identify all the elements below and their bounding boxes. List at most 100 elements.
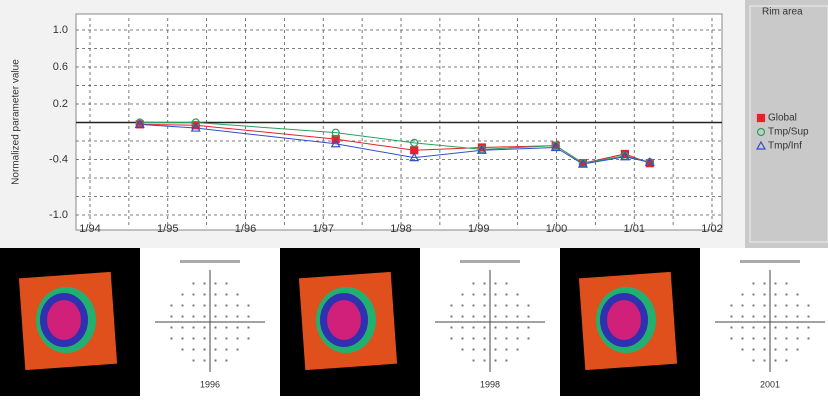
retina-cup <box>47 300 81 340</box>
field-dot <box>764 360 766 362</box>
field-dot <box>764 349 766 351</box>
field-dot <box>204 349 206 351</box>
field-dot <box>484 316 486 318</box>
field-dot <box>506 305 508 307</box>
field-dot <box>193 316 195 318</box>
field-dot <box>215 338 217 340</box>
field-dot <box>775 360 777 362</box>
x-tick-label: 1/02 <box>701 223 722 235</box>
y-tick-label: 0.2 <box>53 98 68 110</box>
field-dot <box>775 305 777 307</box>
field-dot <box>753 283 755 285</box>
field-dot <box>775 316 777 318</box>
retina-cup <box>327 300 361 340</box>
field-dot <box>797 294 799 296</box>
legend-title: Rim area <box>762 7 803 18</box>
field-dot <box>248 327 250 329</box>
field-dot <box>204 283 206 285</box>
field-dot <box>786 360 788 362</box>
field-dot <box>753 316 755 318</box>
field-dot <box>731 327 733 329</box>
y-tick-label: -1.0 <box>49 209 68 221</box>
field-dot <box>193 283 195 285</box>
field-dot <box>753 349 755 351</box>
field-dot <box>731 305 733 307</box>
x-tick-label: 1/97 <box>313 223 334 235</box>
y-tick-label: 0.6 <box>53 61 68 73</box>
field-dot <box>775 283 777 285</box>
field-dot <box>808 305 810 307</box>
field-dot <box>484 360 486 362</box>
field-dot <box>506 316 508 318</box>
field-dot <box>495 360 497 362</box>
field-dot <box>495 305 497 307</box>
x-tick-label: 1/01 <box>624 223 645 235</box>
field-dot <box>182 294 184 296</box>
field-dot <box>462 349 464 351</box>
field-dot <box>193 338 195 340</box>
field-dot <box>506 283 508 285</box>
field-dot <box>226 316 228 318</box>
field-dot <box>775 338 777 340</box>
field-dot <box>797 338 799 340</box>
field-dot <box>248 316 250 318</box>
field-dot <box>506 360 508 362</box>
field-dot <box>797 305 799 307</box>
field-dot <box>731 316 733 318</box>
retina-cup <box>607 300 641 340</box>
field-dot <box>237 305 239 307</box>
y-tick-label: 1.0 <box>53 24 68 36</box>
field-dot <box>215 327 217 329</box>
field-dot <box>495 294 497 296</box>
field-dot <box>517 305 519 307</box>
field-dot <box>215 283 217 285</box>
field-dot <box>495 316 497 318</box>
field-dot <box>215 316 217 318</box>
field-dot <box>495 349 497 351</box>
field-dot <box>775 349 777 351</box>
legend-label: Tmp/Sup <box>768 127 809 138</box>
field-dot <box>786 283 788 285</box>
field-dot <box>753 327 755 329</box>
field-dot <box>775 294 777 296</box>
x-tick-label: 1/98 <box>390 223 411 235</box>
field-dot <box>182 305 184 307</box>
field-dot <box>473 349 475 351</box>
field-dot <box>775 327 777 329</box>
field-dot <box>484 283 486 285</box>
field-dot <box>451 305 453 307</box>
field-dot <box>786 305 788 307</box>
legend-panel <box>745 0 828 248</box>
field-dot <box>226 294 228 296</box>
field-dot <box>786 316 788 318</box>
field-dot <box>484 338 486 340</box>
field-dot <box>742 349 744 351</box>
field-dot <box>517 338 519 340</box>
image-label: 1998 <box>480 379 500 389</box>
field-dot <box>506 294 508 296</box>
field-dot <box>473 338 475 340</box>
field-dot <box>226 360 228 362</box>
field-dot <box>742 305 744 307</box>
field-dot <box>462 338 464 340</box>
x-tick-label: 1/94 <box>79 223 100 235</box>
field-dot <box>731 338 733 340</box>
field-dot <box>462 316 464 318</box>
field-dot <box>204 294 206 296</box>
field-dot <box>171 338 173 340</box>
image-label: 1996 <box>200 379 220 389</box>
field-dot <box>517 327 519 329</box>
field-dot <box>204 338 206 340</box>
field-dot <box>517 316 519 318</box>
field-dot <box>182 338 184 340</box>
field-dot <box>517 294 519 296</box>
field-dot <box>215 360 217 362</box>
screen: Rim area Normalized parameter value 1996… <box>0 0 828 396</box>
field-dot <box>797 316 799 318</box>
x-tick-label: 1/96 <box>235 223 256 235</box>
x-tick-label: 1/99 <box>468 223 489 235</box>
field-dot <box>473 283 475 285</box>
field-dot <box>528 305 530 307</box>
field-dot <box>473 305 475 307</box>
